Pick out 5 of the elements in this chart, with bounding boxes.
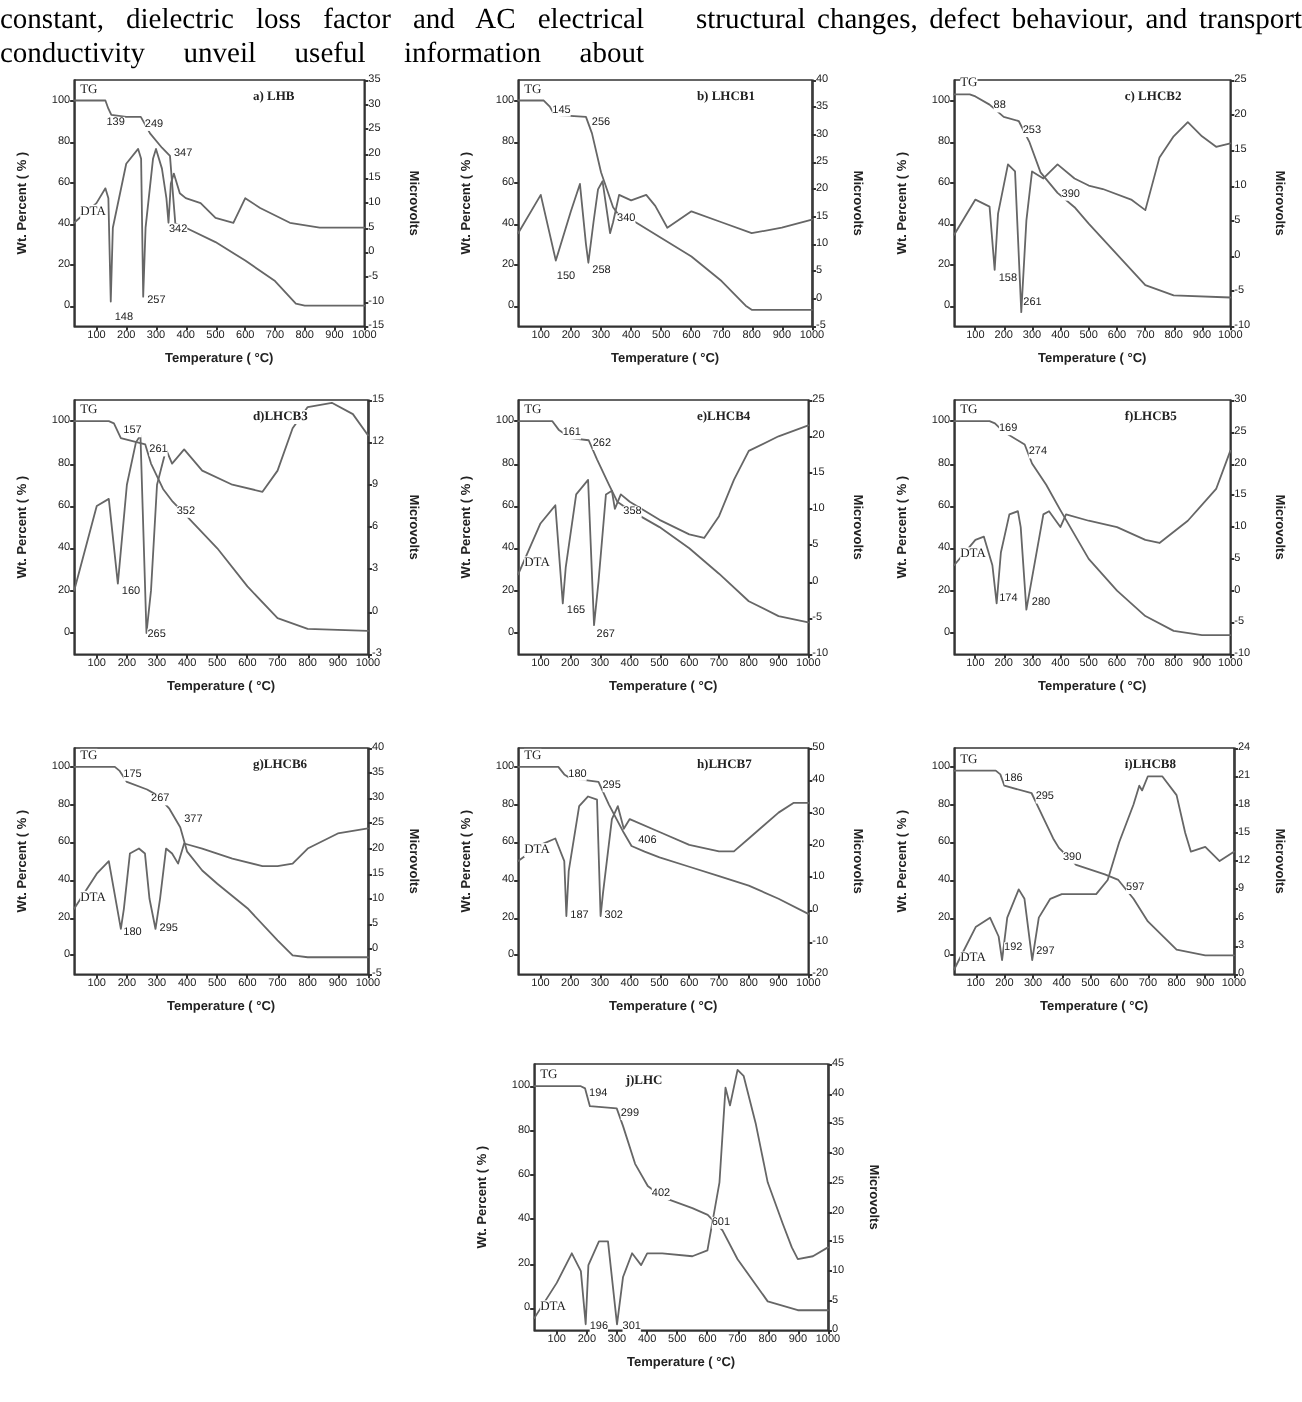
line-series bbox=[953, 420, 1232, 637]
text: constant, dielectric loss factor and AC electrical conductivity unveil useful information about bbox=[0, 4, 644, 72]
text: structural changes, defect behaviour, and transport bbox=[696, 4, 1302, 38]
line-series bbox=[517, 99, 813, 311]
line-series bbox=[73, 99, 366, 307]
